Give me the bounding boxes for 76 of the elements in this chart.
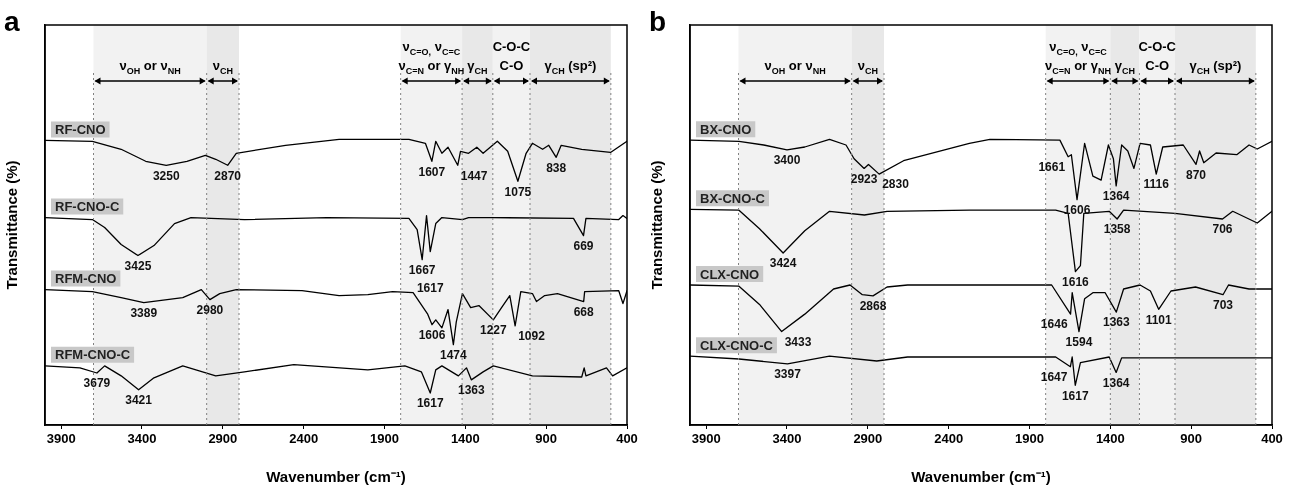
x-axis-title: Wavenumber (cm⁻¹): [911, 468, 1051, 486]
chart-title: b: [649, 6, 667, 37]
annotation: 2870: [214, 168, 242, 183]
annotation: 1616: [1062, 274, 1090, 289]
x-tick-label: 3400: [772, 431, 802, 447]
annotation: 1447: [460, 168, 488, 183]
x-tick-label: 1400: [450, 431, 480, 447]
annotation: 3250: [152, 168, 180, 183]
annotation: 1364: [1102, 375, 1130, 390]
annotation: 1667: [408, 262, 436, 277]
x-tick-label: 900: [1180, 431, 1203, 447]
annotation: 669: [573, 238, 594, 253]
x-tick-label: 3400: [127, 431, 157, 447]
annotation: 2980: [196, 302, 224, 317]
x-tick-label: 1900: [1015, 431, 1044, 447]
annotation: 838: [546, 160, 567, 175]
series-label: RFM-CNO-C: [55, 347, 131, 363]
annotation: 3424: [769, 256, 797, 271]
annotation: 3679: [83, 376, 111, 391]
annotation: 870: [1186, 167, 1207, 182]
annotation: 1647: [1040, 370, 1068, 385]
band-label: C-O-C C-O: [1138, 39, 1177, 73]
annotation: 3433: [784, 334, 812, 349]
series-label: RF-CNO: [55, 122, 106, 138]
annotation: 1092: [518, 329, 546, 344]
x-tick-label: 1400: [1095, 431, 1125, 447]
x-axis-title: Wavenumber (cm⁻¹): [266, 468, 406, 486]
x-tick-label: 400: [616, 431, 638, 447]
series-label: RFM-CNO: [55, 271, 117, 287]
annotation: 1116: [1143, 177, 1170, 192]
annotation: 1364: [1102, 189, 1130, 204]
annotation: 1646: [1040, 317, 1068, 332]
x-tick-label: 1900: [370, 431, 399, 447]
annotation: 3389: [130, 306, 158, 321]
annotation: 1661: [1038, 160, 1066, 175]
annotation: 2830: [882, 177, 910, 192]
annotation: 2923: [850, 171, 878, 186]
annotation: 668: [573, 304, 595, 319]
chart-title: a: [4, 6, 20, 37]
x-tick-label: 2900: [208, 431, 238, 447]
annotation: 1474: [440, 348, 468, 363]
x-tick-label: 2400: [934, 431, 964, 447]
x-tick-label: 2900: [853, 431, 883, 447]
annotation: 1617: [416, 280, 444, 295]
series-label: BX-CNO: [700, 121, 752, 137]
x-tick-label: 3900: [46, 431, 76, 447]
annotation: 3425: [124, 258, 152, 273]
annotation: 1101: [1145, 312, 1173, 327]
x-tick-label: 2400: [289, 431, 319, 447]
annotation: 1227: [479, 323, 507, 338]
series-label: CLX-CNO-C: [700, 337, 774, 353]
annotation: 1606: [418, 328, 446, 343]
x-tick-label: 400: [1261, 431, 1283, 447]
annotation: 1607: [418, 164, 446, 179]
band-label: C-O-C C-O: [492, 39, 531, 73]
annotation: 2868: [859, 299, 887, 314]
annotation: 1606: [1063, 202, 1091, 217]
annotation: 1617: [416, 396, 444, 411]
annotation: 1617: [1061, 388, 1089, 403]
annotation: 3400: [773, 153, 801, 168]
x-tick-label: 900: [535, 431, 558, 447]
series-label: BX-CNO-C: [700, 190, 766, 206]
annotation: 1363: [457, 383, 485, 398]
x-tick-label: 3900: [691, 431, 721, 447]
annotation: 1075: [504, 184, 532, 199]
annotation: 3421: [125, 393, 153, 408]
annotation: 703: [1213, 298, 1234, 313]
annotation: 1363: [1102, 315, 1130, 330]
series-label: CLX-CNO: [700, 266, 760, 282]
annotation: 706: [1212, 222, 1233, 237]
y-axis-title: Transmittance (%): [648, 160, 666, 290]
series-label: RF-CNO-C: [55, 199, 120, 215]
annotation: 1358: [1103, 222, 1131, 237]
y-axis-title: Transmittance (%): [3, 160, 21, 290]
annotation: 1594: [1065, 334, 1093, 349]
annotation: 3397: [774, 367, 802, 382]
